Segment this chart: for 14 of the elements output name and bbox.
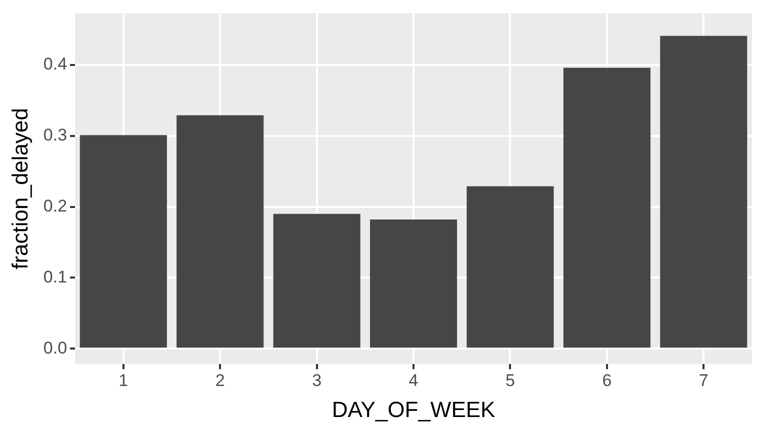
y-tick-label: 0.4 bbox=[43, 54, 68, 74]
y-tick-label: 0.0 bbox=[43, 338, 68, 358]
y-tick-label: 0.2 bbox=[43, 196, 68, 216]
y-axis-title: fraction_delayed bbox=[7, 108, 32, 270]
x-tick-label: 2 bbox=[215, 371, 225, 390]
x-axis-title: DAY_OF_WEEK bbox=[332, 396, 496, 422]
x-tick-label: 3 bbox=[312, 371, 322, 390]
x-tick-label: 7 bbox=[698, 371, 708, 390]
x-tick-label: 6 bbox=[602, 371, 612, 390]
y-tick-label: 0.3 bbox=[43, 126, 68, 145]
x-tick-label: 1 bbox=[118, 371, 128, 390]
x-tick-label: 5 bbox=[505, 371, 515, 390]
y-tick-label: 0.1 bbox=[43, 267, 68, 286]
x-tick-label: 4 bbox=[408, 371, 418, 390]
